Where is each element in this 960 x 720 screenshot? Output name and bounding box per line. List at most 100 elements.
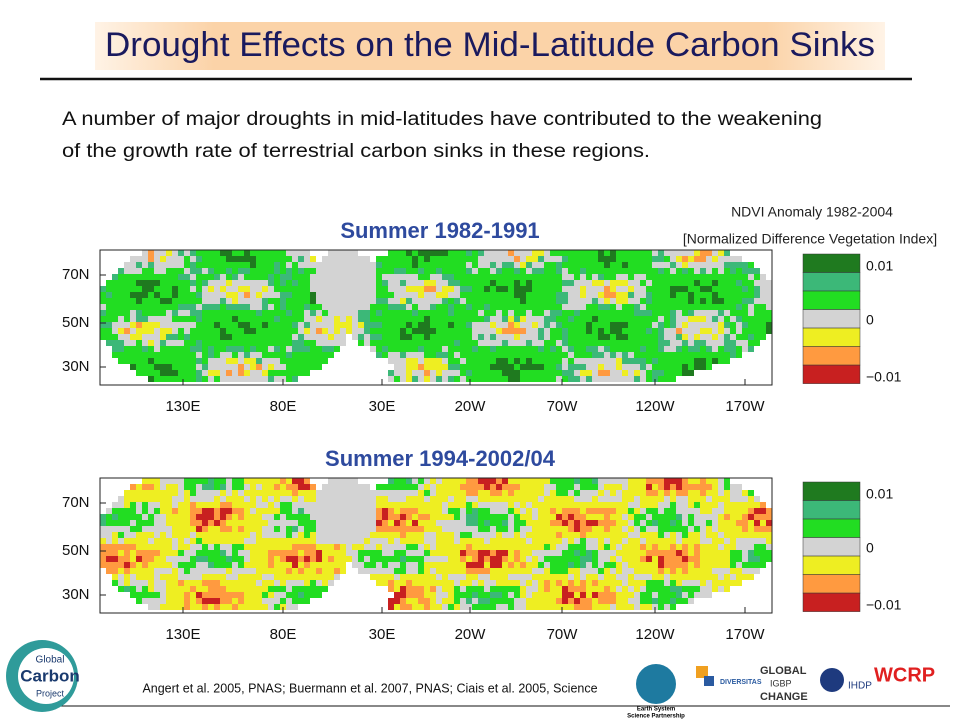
map-cell [592, 268, 598, 274]
map-cell [736, 274, 742, 280]
map-cell [622, 562, 628, 568]
map-cell [112, 502, 118, 508]
map-cell [166, 262, 172, 268]
map-cell [118, 304, 124, 310]
map-cell [418, 292, 424, 298]
map-cell [274, 334, 280, 340]
map-cell [616, 586, 622, 592]
map-cell [550, 256, 556, 262]
map-cell [148, 352, 154, 358]
map-cell [640, 568, 646, 574]
map-cell [472, 538, 478, 544]
map-cell [460, 298, 466, 304]
map-cell [658, 328, 664, 334]
map-cell [652, 478, 658, 484]
map-cell [190, 562, 196, 568]
map-cell [268, 376, 274, 382]
map-cell [520, 256, 526, 262]
map-cell [580, 550, 586, 556]
map-cell [328, 550, 334, 556]
map-cell [142, 556, 148, 562]
map-cell [724, 262, 730, 268]
map-cell [754, 496, 760, 502]
map-cell [466, 562, 472, 568]
map-cell [160, 328, 166, 334]
map-cell [394, 544, 400, 550]
map-cell [580, 322, 586, 328]
map-cell [592, 484, 598, 490]
map-cell [250, 292, 256, 298]
map-cell [118, 550, 124, 556]
map-cell [718, 358, 724, 364]
map-cell [748, 520, 754, 526]
map-cell [106, 520, 112, 526]
map-cell [466, 490, 472, 496]
map-cell [130, 490, 136, 496]
map-cell [400, 574, 406, 580]
map-cell [592, 532, 598, 538]
map-cell [250, 280, 256, 286]
map-cell [154, 592, 160, 598]
map-cell [682, 316, 688, 322]
map-cell [178, 508, 184, 514]
map-cell [610, 532, 616, 538]
map-cell [310, 520, 316, 526]
map-cell [400, 370, 406, 376]
map-cell [682, 328, 688, 334]
map-cell [538, 478, 544, 484]
map-cell [394, 352, 400, 358]
map-cell [640, 304, 646, 310]
map-cell [604, 322, 610, 328]
map-cell [472, 568, 478, 574]
map-cell [478, 520, 484, 526]
map-cell [292, 580, 298, 586]
map-cell [484, 538, 490, 544]
map-cell [670, 502, 676, 508]
map-cell [436, 502, 442, 508]
map-cell [346, 496, 352, 502]
map-cell [646, 562, 652, 568]
map-cell [436, 508, 442, 514]
map-cell [208, 580, 214, 586]
map-cell [166, 514, 172, 520]
map-cell [448, 250, 454, 256]
map-cell [478, 340, 484, 346]
map-cell [688, 286, 694, 292]
map-cell [334, 292, 340, 298]
map-cell [232, 280, 238, 286]
map-cell [316, 304, 322, 310]
map-cell [424, 322, 430, 328]
map-cell [124, 562, 130, 568]
map-cell [226, 250, 232, 256]
map-cell [430, 286, 436, 292]
map-cell [688, 328, 694, 334]
map-cell [382, 346, 388, 352]
map-cell [586, 502, 592, 508]
map-cell [712, 304, 718, 310]
map-cell [520, 532, 526, 538]
map-cell [706, 478, 712, 484]
map-cell [478, 262, 484, 268]
map-cell [208, 292, 214, 298]
map-cell [730, 352, 736, 358]
map-cell [424, 574, 430, 580]
map-cell [154, 280, 160, 286]
map-cell [694, 286, 700, 292]
map-cell [292, 544, 298, 550]
map-cell [214, 598, 220, 604]
map-cell [688, 490, 694, 496]
map-cell [688, 268, 694, 274]
map-cell [520, 268, 526, 274]
map-cell [184, 478, 190, 484]
map-cell [508, 502, 514, 508]
map-cell [100, 544, 106, 550]
map-cell [490, 586, 496, 592]
map-cell [172, 280, 178, 286]
map-cell [172, 262, 178, 268]
map-cell [184, 256, 190, 262]
map-cell [328, 574, 334, 580]
map-cell [394, 568, 400, 574]
map-cell [232, 250, 238, 256]
map-cell [670, 352, 676, 358]
map-cell [766, 292, 772, 298]
